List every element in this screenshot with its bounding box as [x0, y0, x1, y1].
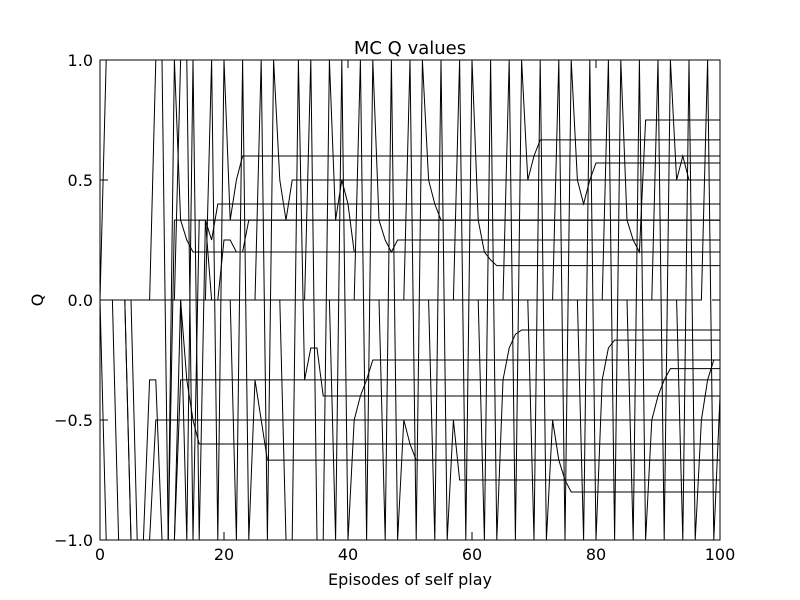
- series-line-11: [100, 59, 720, 541]
- x-tick-label-4: 80: [586, 545, 606, 564]
- x-tick-label-0: 0: [95, 545, 105, 564]
- series-line-20: [100, 59, 720, 541]
- y-tick-label-1: −0.5: [54, 411, 93, 430]
- y-tick-label-3: 0.5: [68, 171, 93, 190]
- series-line-4: [100, 299, 720, 541]
- y-axis-label: Q: [28, 294, 47, 307]
- series-line-26: [100, 59, 720, 541]
- series-line-23: [100, 59, 720, 541]
- series-line-21: [100, 59, 720, 541]
- y-tick-label-0: −1.0: [54, 531, 93, 550]
- series-line-29: [100, 59, 721, 541]
- x-tick-label-1: 20: [214, 545, 234, 564]
- series-line-16: [100, 59, 720, 541]
- series-line-3: [100, 299, 720, 541]
- series-line-19: [100, 59, 720, 541]
- series-line-25: [100, 59, 720, 541]
- series-layer: [99, 59, 721, 541]
- y-tick-label-2: 0.0: [68, 291, 93, 310]
- x-tick-label-3: 60: [462, 545, 482, 564]
- ticks-layer: 0 20 40 60 80 100 −1.0 −0.5 0.0 0.5 1.0: [54, 51, 735, 564]
- series-line-15: [100, 59, 720, 541]
- series-line-6: [100, 59, 720, 541]
- x-tick-label-2: 40: [338, 545, 358, 564]
- chart-title: MC Q values: [354, 38, 466, 59]
- series-line-18: [100, 59, 720, 541]
- series-line-8: [100, 59, 720, 541]
- series-line-14: [100, 59, 720, 541]
- y-tick-label-4: 1.0: [68, 51, 93, 70]
- series-line-17: [100, 59, 720, 541]
- x-tick-label-5: 100: [705, 545, 736, 564]
- series-line-22: [100, 59, 720, 541]
- series-line-12: [100, 59, 720, 541]
- series-line-13: [100, 59, 720, 541]
- x-axis-label: Episodes of self play: [328, 570, 492, 589]
- series-line-9: [100, 59, 720, 541]
